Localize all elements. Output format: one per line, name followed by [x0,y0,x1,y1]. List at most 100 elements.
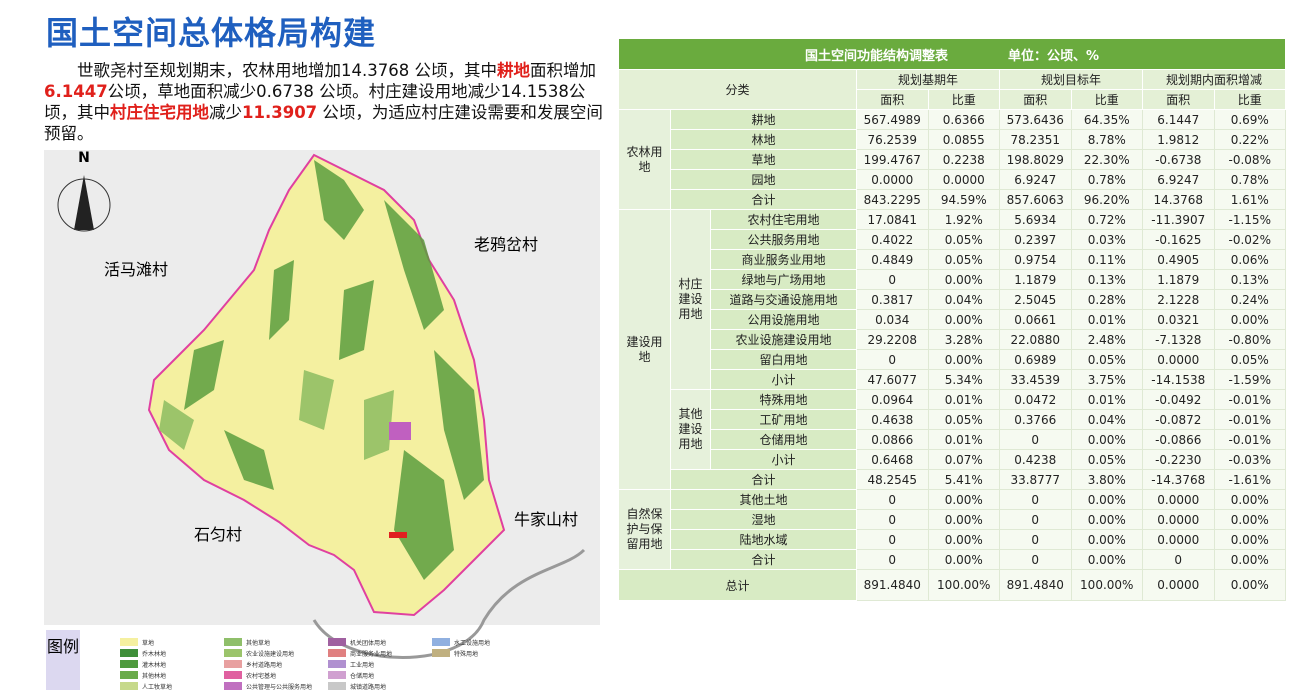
value-cell: 0.00% [1213,569,1286,601]
village-label: 石匀村 [194,525,242,544]
value-cell: 1.1879 [1142,269,1215,290]
value-cell: 567.4989 [856,109,929,130]
value-cell: -0.08% [1213,149,1286,170]
row-label: 林地 [670,129,857,150]
legend-label: 工业用地 [350,661,374,669]
value-cell: 0.2397 [999,229,1072,250]
legend-label: 机关团体用地 [350,639,386,647]
value-cell: 0.00% [927,509,1000,530]
value-cell: -0.01% [1213,409,1286,430]
legend-swatch [328,682,346,690]
value-cell: 857.6063 [999,189,1072,210]
legend-label: 仓储用地 [350,672,374,680]
head-cell: 比重 [1213,89,1286,110]
value-cell: 96.20% [1070,189,1143,210]
legend-label: 其他林地 [142,672,166,680]
value-cell: 0.00% [1213,549,1286,570]
value-cell: 0.05% [1070,349,1143,370]
legend-label: 乔木林地 [142,650,166,658]
table-title: 国土空间功能结构调整表 [804,48,948,64]
legend-swatch [224,671,242,679]
value-cell: 5.6934 [999,209,1072,230]
value-cell: 6.1447 [1142,109,1215,130]
data-row: 农业设施建设用地 29.2208 3.28% 22.0880 2.48% -7.1328-… [619,329,1286,350]
legend-label: 城镇道路用地 [350,683,386,691]
data-row: 小计 0.6468 0.07% 0.4238 0.05% -0.2230 -0.03% [619,449,1286,470]
legend-label: 其他草地 [246,639,270,647]
value-cell: 0.3817 [856,289,929,310]
value-cell: 0.9754 [999,249,1072,270]
legend-swatch [224,660,242,668]
row-label: 陆地水域 [670,529,857,550]
value-cell: 0.0866 [856,429,929,450]
value-cell: 0.00% [1213,529,1286,550]
row-label: 特殊用地 [710,389,857,410]
value-cell: 0.13% [1213,269,1286,290]
row-label: 合计 [670,549,857,570]
value-cell: -7.1328 [1142,329,1215,350]
value-cell: 0.00% [1070,549,1143,570]
data-row: 公共服务用地 0.4022 0.05% 0.2397 0.03% -0.1625 -0.02… [619,229,1286,250]
data-row: 草地 199.4767 0.2238 198.8029 22.30% -0.6738 -0.… [619,149,1286,170]
value-cell: 5.34% [927,369,1000,390]
road [312,548,586,659]
value-cell: 8.78% [1070,129,1143,150]
data-row: 绿地与广场用地 0 0.00% 1.1879 0.13% 1.1879 0.13% [619,269,1286,290]
value-cell: 0.4638 [856,409,929,430]
value-cell: -14.1538 [1142,369,1215,390]
value-cell: 0.0000 [927,169,1000,190]
legend-swatch [120,649,138,657]
legend-label: 农村宅基地 [246,672,276,680]
data-row: 留白用地 0 0.00% 0.6989 0.05% 0.0000 0.05% [619,349,1286,370]
value-cell: 0 [1142,549,1215,570]
value-cell: 33.4539 [999,369,1072,390]
value-cell: 0.0855 [927,129,1000,150]
value-cell: 0.0000 [856,169,929,190]
value-cell: 22.0880 [999,329,1072,350]
value-cell: 0.07% [927,449,1000,470]
head-row: 面积 比重 面积 比重 面积 比重 [619,89,1286,110]
value-cell: 0.00% [927,529,1000,550]
value-cell: 2.1228 [1142,289,1215,310]
value-cell: 0.78% [1070,169,1143,190]
value-cell: 29.2208 [856,329,929,350]
table-title-cell: 国土空间功能结构调整表 单位：公顷、% [618,38,1286,70]
value-cell: -0.0866 [1142,429,1215,450]
value-cell: -0.0872 [1142,409,1215,430]
value-cell: 14.3768 [1142,189,1215,210]
data-row: 其他建设用地 特殊用地 0.0964 0.01% 0.0472 0.01% -0.0492-… [619,389,1286,470]
value-cell: 0 [999,549,1072,570]
value-cell: 198.8029 [999,149,1072,170]
value-cell: 0 [856,489,929,510]
head-cell: 规划目标年 [999,69,1143,90]
head-cell: 分类 [618,69,857,110]
value-cell: 0 [999,489,1072,510]
value-cell: 0.05% [1213,349,1286,370]
value-cell: 0.00% [927,489,1000,510]
value-cell: 0.00% [927,309,1000,330]
row-label: 总计 [618,569,857,601]
value-cell: -0.01% [1213,429,1286,450]
value-cell: 891.4840 [856,569,929,601]
value-cell: -0.02% [1213,229,1286,250]
row-label: 仓储用地 [710,429,857,450]
data-row: 建设用地 村庄建设用地 农村住宅用地 17.0841 1.92% 5.6934 0.72% -… [618,209,1286,490]
legend-swatch [120,660,138,668]
legend-label: 公共管理与公共服务用地 [246,683,312,691]
page-title: 国土空间总体格局构建 [46,14,377,52]
row-label: 商业服务业用地 [710,249,857,270]
value-cell: 0.00% [1070,429,1143,450]
value-cell: 0.6989 [999,349,1072,370]
value-cell: 0.01% [927,389,1000,410]
legend-swatch [328,638,346,646]
value-cell: 78.2351 [999,129,1072,150]
data-row: 道路与交通设施用地 0.3817 0.04% 2.5045 0.28% 2.1228 0.2… [619,289,1286,310]
summary: 世歌尧村至规划期末，农林用地增加14.3768 公顷，其中耕地面积增加 6.144… [44,60,612,144]
value-cell: 0 [856,549,929,570]
row-label: 绿地与广场用地 [710,269,857,290]
legend-swatch [224,682,242,690]
data-row: 自然保护与保留用地 其他土地 0 0.00% 0 0.00% 0.0000 0.00% [618,489,1286,570]
value-cell: -0.6738 [1142,149,1215,170]
